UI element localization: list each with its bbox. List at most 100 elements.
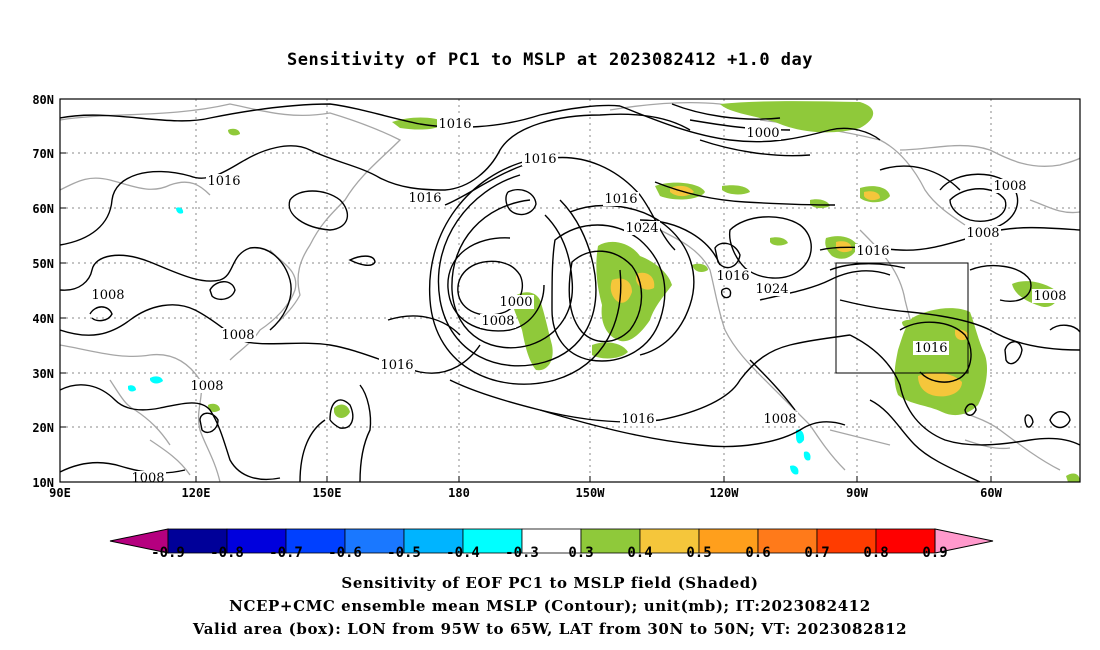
valid-area-box — [835, 262, 969, 374]
negative-shading — [796, 429, 805, 444]
plot-frame — [59, 98, 1081, 483]
colorbar-swatch — [462, 528, 523, 554]
tick-marks — [60, 98, 992, 483]
positive-shading — [1066, 473, 1080, 482]
contour-label: 1016 — [604, 192, 637, 207]
contour-label-background — [498, 295, 534, 309]
plot-area — [60, 99, 1080, 482]
colorbar-tick-label: -0.5 — [387, 545, 421, 561]
contour-label-background — [754, 282, 790, 296]
lon-label: 60W — [980, 486, 1002, 500]
positive-shading — [940, 403, 954, 413]
contour-label-background — [407, 191, 443, 205]
colorbar-tick-label: 0.8 — [863, 545, 888, 561]
lat-label: 30N — [32, 367, 54, 381]
lat-label: 80N — [32, 93, 54, 107]
lat-label: 50N — [32, 257, 54, 271]
contour-label-background — [715, 269, 751, 283]
chart-title: Sensitivity of PC1 to MSLP at 2023082412… — [286, 50, 813, 70]
colorbar-tick-label: 0.4 — [627, 545, 652, 561]
longitude-labels: 90E 120E 150E 180 150W 120W 90W 60W — [49, 486, 1002, 500]
negative-shading — [176, 207, 184, 214]
caption-valid-area: Valid area (box): LON from 95W to 65W, L… — [192, 620, 908, 638]
positive-shading — [596, 241, 672, 342]
colorbar-tick-label: -0.9 — [151, 545, 185, 561]
contour-label: 1016 — [207, 174, 240, 189]
contour-label: 1016 — [408, 191, 441, 206]
negative-shading — [150, 376, 163, 384]
lon-label: 90W — [846, 486, 868, 500]
colorbar-tick-label: 0.5 — [686, 545, 711, 561]
contour-label: 1016 — [914, 341, 947, 356]
positive-shading — [208, 403, 220, 413]
colorbar-tick-label: 0.7 — [804, 545, 829, 561]
contour-label: 1016 — [438, 117, 471, 132]
contour-label: 1016 — [523, 152, 556, 167]
positive-shading — [720, 101, 874, 133]
lat-label: 10N — [32, 476, 54, 490]
colorbar-swatch — [639, 528, 700, 554]
mslp-contours — [60, 103, 1080, 482]
contour-label-background — [379, 358, 415, 372]
positive-shading — [770, 237, 788, 246]
contour-label-background — [130, 471, 166, 482]
lat-label: 60N — [32, 202, 54, 216]
contour-label: 1008 — [966, 226, 999, 241]
lon-label: 150W — [576, 486, 606, 500]
contour-label: 1016 — [621, 412, 654, 427]
contour-label-background — [1032, 289, 1068, 303]
colorbar-tick-label: -0.8 — [210, 545, 244, 561]
colorbar-tick-label: -0.6 — [328, 545, 362, 561]
contour-labels: 1016 1000 1008 1016 1016 1016 1024 1008 1016 1016… — [90, 117, 1068, 486]
latitude-labels: 80N 70N 60N 50N 40N 30N 20N 10N — [32, 93, 54, 490]
contour-label: 1008 — [190, 379, 223, 394]
contour-label-background — [745, 126, 781, 140]
positive-shading — [722, 185, 750, 195]
lon-label: 120E — [182, 486, 211, 500]
contour-label: 1024 — [755, 282, 788, 297]
negative-shading — [790, 465, 799, 475]
colorbar-tick-label: -0.4 — [446, 545, 480, 561]
contour-label-background — [206, 174, 242, 188]
contour-label-background — [762, 412, 798, 426]
positive-shading — [228, 128, 240, 136]
contour-label-background — [603, 192, 639, 206]
contour-label: 1008 — [763, 412, 796, 427]
colorbar-tick-label: 0.6 — [745, 545, 770, 561]
colorbar-swatch — [344, 528, 405, 554]
contour-label-background — [90, 288, 126, 302]
contour-label-background — [189, 379, 225, 393]
colorbar-swatch — [875, 528, 936, 554]
lat-label: 70N — [32, 147, 54, 161]
colorbar-tick-label: 0.9 — [922, 545, 947, 561]
positive-shading — [692, 263, 708, 273]
colorbar-swatch — [816, 528, 877, 554]
positive-shading — [334, 404, 350, 418]
contour-label-background — [620, 412, 656, 426]
colorbar-tick-label: -0.3 — [505, 545, 539, 561]
colorbar-swatch — [167, 528, 228, 554]
lat-label: 40N — [32, 312, 54, 326]
contour-label: 1008 — [221, 328, 254, 343]
contour-label: 1008 — [481, 314, 514, 329]
colorbar-high-end — [934, 528, 994, 554]
contour-label-background — [992, 179, 1028, 193]
colorbar-tick-label: -0.7 — [269, 545, 303, 561]
lon-label: 150E — [313, 486, 342, 500]
lon-label: 120W — [710, 486, 740, 500]
colorbar-swatch — [403, 528, 464, 554]
colorbar-swatch — [698, 528, 759, 554]
contour-label-background — [437, 117, 473, 131]
contour-label-background — [624, 221, 660, 235]
lon-label: 180 — [448, 486, 470, 500]
colorbar-swatch — [226, 528, 287, 554]
contour-label-background — [855, 244, 891, 258]
colorbar: -0.9 -0.8 -0.7 -0.6 -0.5 -0.4 -0.3 0.3 0.4 0.5 0.6… — [109, 528, 994, 561]
contour-label: 1008 — [131, 471, 164, 486]
contour-label: 1016 — [856, 244, 889, 259]
contour-label: 1016 — [380, 358, 413, 373]
contour-label-background — [220, 328, 256, 342]
positive-shading — [810, 199, 830, 209]
graticule — [60, 99, 1080, 482]
